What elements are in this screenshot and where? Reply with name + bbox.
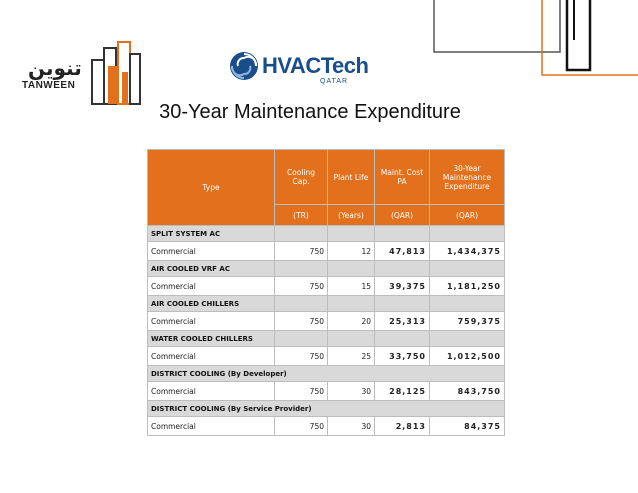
- life-cell: 30: [327, 381, 375, 401]
- type-cell: Commercial: [147, 416, 275, 436]
- life-cell: 20: [327, 311, 375, 331]
- category-label: SPLIT SYSTEM AC: [147, 225, 275, 242]
- category-row: AIR COOLED VRF AC: [147, 260, 505, 277]
- category-row: WATER COOLED CHILLERS: [147, 330, 505, 347]
- table-row: Commercial 750 20 25,313 759,375: [147, 311, 505, 331]
- maintenance-table: Type Cooling Cap. Plant Life Maint. Cost…: [147, 149, 505, 436]
- exp-cell: 84,375: [429, 416, 505, 436]
- unit-plant-life: (Years): [327, 204, 375, 226]
- header-type: Type: [147, 149, 275, 226]
- life-cell: 25: [327, 346, 375, 366]
- life-cell: 15: [327, 276, 375, 296]
- category-row: DISTRICT COOLING (By Service Provider): [147, 400, 505, 417]
- table-row: Commercial 750 30 2,813 84,375: [147, 416, 505, 436]
- unit-cooling-cap: (TR): [274, 204, 328, 226]
- header-plant-life: Plant Life: [327, 149, 375, 205]
- type-cell: Commercial: [147, 241, 275, 261]
- hvactech-logo-text: HVACTech: [262, 53, 369, 78]
- category-label: DISTRICT COOLING (By Service Provider): [147, 400, 505, 417]
- maint-cell: 25,313: [374, 311, 430, 331]
- type-cell: Commercial: [147, 346, 275, 366]
- life-cell: 12: [327, 241, 375, 261]
- table-header-row: Type Cooling Cap. Plant Life Maint. Cost…: [147, 149, 505, 226]
- category-row: DISTRICT COOLING (By Developer): [147, 365, 505, 382]
- decorative-lines: [433, 0, 638, 76]
- maint-cell: 33,750: [374, 346, 430, 366]
- type-cell: Commercial: [147, 381, 275, 401]
- life-cell: 30: [327, 416, 375, 436]
- unit-expenditure: (QAR): [429, 204, 505, 226]
- category-label: AIR COOLED CHILLERS: [147, 295, 275, 312]
- maint-cell: 28,125: [374, 381, 430, 401]
- maint-cell: 47,813: [374, 241, 430, 261]
- header-expenditure: 30-Year Maintenance Expenditure: [429, 149, 505, 205]
- tanween-logo-arabic: تنوين: [28, 56, 82, 80]
- maint-cell: 39,375: [374, 276, 430, 296]
- maint-cell: 2,813: [374, 416, 430, 436]
- category-label: DISTRICT COOLING (By Developer): [147, 365, 505, 382]
- header-cooling-cap: Cooling Cap.: [274, 149, 328, 205]
- table-row: Commercial 750 15 39,375 1,181,250: [147, 276, 505, 296]
- category-label: AIR COOLED VRF AC: [147, 260, 275, 277]
- type-cell: Commercial: [147, 276, 275, 296]
- exp-cell: 843,750: [429, 381, 505, 401]
- exp-cell: 1,012,500: [429, 346, 505, 366]
- tanween-logo-english: TANWEEN: [22, 80, 76, 91]
- category-row: AIR COOLED CHILLERS: [147, 295, 505, 312]
- unit-maint-cost: (QAR): [374, 204, 430, 226]
- type-cell: Commercial: [147, 311, 275, 331]
- cap-cell: 750: [274, 241, 328, 261]
- hvactech-logo-sub: QATAR: [320, 78, 349, 85]
- category-label: WATER COOLED CHILLERS: [147, 330, 275, 347]
- table-row: Commercial 750 12 47,813 1,434,375: [147, 241, 505, 261]
- exp-cell: 1,181,250: [429, 276, 505, 296]
- cap-cell: 750: [274, 416, 328, 436]
- header-maint-cost: Maint. Cost PA: [374, 149, 430, 205]
- page-title: 30-Year Maintenance Expenditure: [159, 101, 461, 123]
- cap-cell: 750: [274, 311, 328, 331]
- hvactech-swirl-icon: [230, 52, 258, 80]
- category-row: SPLIT SYSTEM AC: [147, 225, 505, 242]
- tanween-building-icon: [91, 41, 141, 105]
- cap-cell: 750: [274, 346, 328, 366]
- table-units-row: (TR) (Years) (QAR) (QAR): [148, 204, 505, 226]
- cap-cell: 750: [274, 381, 328, 401]
- cap-cell: 750: [274, 276, 328, 296]
- table-row: Commercial 750 30 28,125 843,750: [147, 381, 505, 401]
- table-row: Commercial 750 25 33,750 1,012,500: [147, 346, 505, 366]
- exp-cell: 759,375: [429, 311, 505, 331]
- exp-cell: 1,434,375: [429, 241, 505, 261]
